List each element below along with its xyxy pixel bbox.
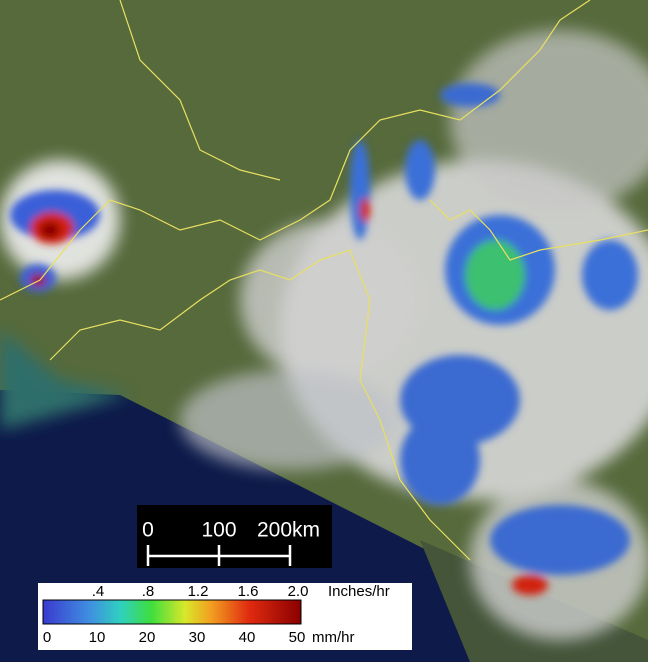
coastal-water: [0, 330, 130, 430]
inch-tick-label: 1.2: [188, 583, 209, 600]
rain-areas: [10, 83, 638, 595]
scale-label: 100: [201, 519, 236, 542]
mm-tick-label: 10: [89, 629, 106, 646]
mm-tick-label: 40: [239, 629, 256, 646]
mm-unit: mm/hr: [312, 629, 355, 646]
scale-bar-box: [137, 505, 332, 568]
mm-tick-label: 30: [189, 629, 206, 646]
mm-tick-label: 20: [139, 629, 156, 646]
mm-tick-label: 50: [289, 629, 306, 646]
inch-tick-label: 1.6: [238, 583, 259, 600]
inch-tick-label: .8: [142, 583, 155, 600]
scale-label: 200km: [257, 519, 320, 542]
color-bar: [42, 599, 302, 625]
inch-tick-label: .4: [92, 583, 105, 600]
scale-label: 0: [142, 519, 154, 542]
scale-bar: [146, 545, 292, 566]
inch-tick-label: 2.0: [288, 583, 309, 600]
borders: [0, 0, 648, 561]
inch-unit: Inches/hr: [328, 583, 390, 600]
mm-tick-label: 0: [43, 629, 51, 646]
